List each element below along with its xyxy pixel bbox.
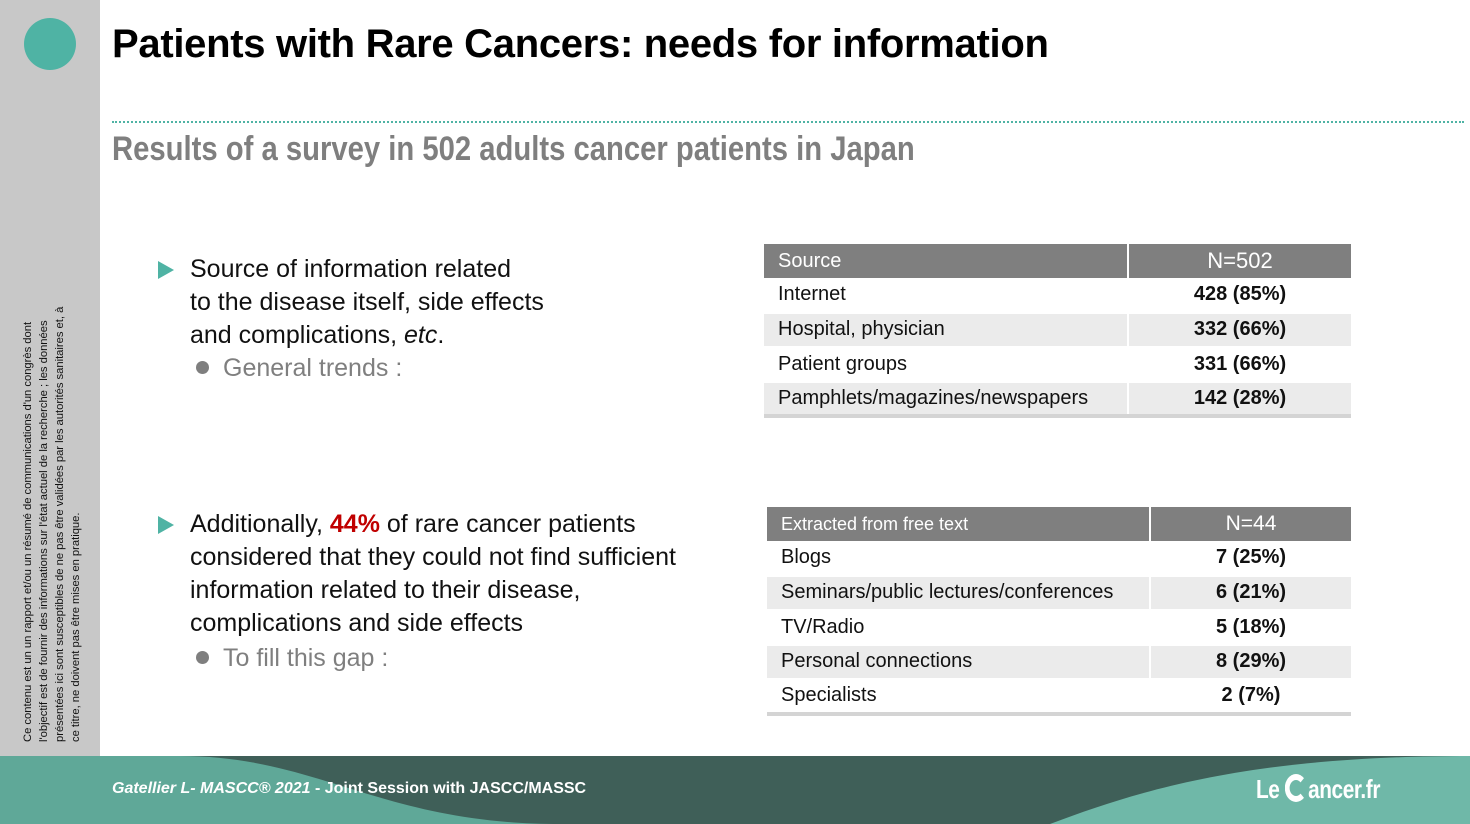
table-row: Specialists 2 (7%) (767, 679, 1351, 716)
disclaimer-text: Ce contenu est un un rapport et/ou un ré… (22, 306, 82, 742)
highlight-percentage: 44% (329, 510, 380, 538)
table-header-n: N=502 (1128, 244, 1351, 278)
sub-bullet-fill-gap: To fill this gap : (196, 644, 388, 673)
teal-circle-decoration (24, 18, 76, 70)
table-row: Blogs 7 (25%) (767, 541, 1351, 577)
table-header-n: N=44 (1150, 507, 1351, 541)
triangle-bullet-icon (158, 261, 174, 279)
footer-citation: Gatellier L- MASCC® 2021 - Joint Session… (112, 780, 587, 797)
table-row: Seminars/public lectures/conferences 6 (2… (767, 575, 1351, 611)
lecancer-logo: Le ancer.fr (1255, 774, 1380, 804)
table-free-text-sources: Extracted from free text N=44 Blogs 7 (25… (767, 507, 1351, 716)
dot-bullet-icon (196, 650, 209, 664)
bullet-information-source: Source of information related to the dis… (158, 253, 544, 352)
bullet-text: Source of information related to the dis… (190, 255, 544, 349)
bullet-additionally: Additionally, 44% of rare cancer patient… (158, 508, 676, 640)
bullet-text: Additionally, 44% of rare cancer patient… (190, 510, 676, 637)
table-row: Pamphlets/magazines/newspapers 142 (28%) (764, 381, 1351, 418)
table-row: Personal connections 8 (29%) (767, 644, 1351, 680)
table-row: TV/Radio 5 (18%) (767, 610, 1351, 646)
slide-subtitle: Results of a survey in 502 adults cancer… (112, 130, 915, 168)
triangle-bullet-icon (158, 516, 174, 534)
slide-title: Patients with Rare Cancers: needs for in… (112, 22, 1049, 66)
table-header-extracted: Extracted from free text (767, 507, 1151, 541)
left-sidebar: Ce contenu est un un rapport et/ou un ré… (0, 0, 100, 756)
sub-bullet-general-trends: General trends : (196, 354, 402, 383)
table-row: Hospital, physician 332 (66%) (764, 312, 1351, 348)
table-row: Internet 428 (85%) (764, 278, 1351, 314)
dot-bullet-icon (196, 360, 209, 374)
footer-bar: Gatellier L- MASCC® 2021 - Joint Session… (0, 756, 1470, 824)
table-row: Patient groups 331 (66%) (764, 347, 1351, 383)
table-information-sources: Source N=502 Internet 428 (85%) Hospital,… (764, 244, 1351, 418)
logo-c-icon (1284, 774, 1308, 802)
footer-wave-decoration (0, 756, 1470, 824)
table-header-source: Source (764, 244, 1129, 278)
dotted-divider (112, 121, 1464, 123)
